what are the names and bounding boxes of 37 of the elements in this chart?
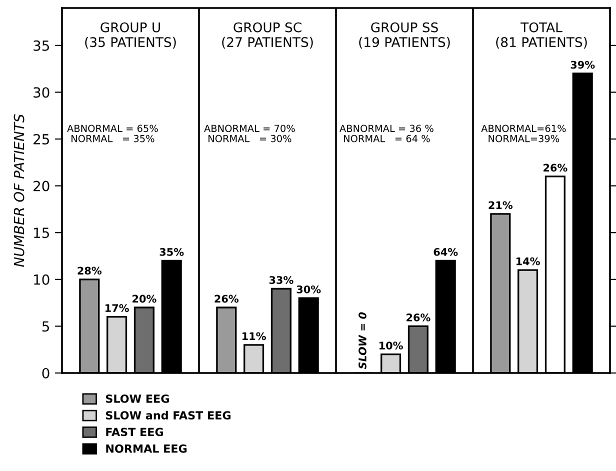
annotation: 64% xyxy=(434,248,458,256)
annotation: ABNORMAL = 36 % NORMAL = 64 % xyxy=(340,124,434,142)
y-tick-label: 20 xyxy=(34,180,50,192)
annotation: 28% xyxy=(78,266,102,275)
legend-label: SLOW EEG xyxy=(106,394,169,403)
y-axis-title: NUMBER OF PATIENTS xyxy=(14,114,24,267)
y-tick-label: 15 xyxy=(34,228,49,238)
annotation: 33% xyxy=(269,276,294,284)
annotation: 30% xyxy=(296,285,321,294)
legend-label: FAST EEG xyxy=(106,428,164,436)
annotation: 20% xyxy=(132,294,156,303)
annotation: ABNORMAL = 65% NORMAL = 35% xyxy=(67,124,158,142)
legend-label: NORMAL EEG xyxy=(106,444,187,453)
y-tick-label: 10 xyxy=(34,274,50,285)
annotation: ABNORMAL = 70% NORMAL = 30% xyxy=(204,124,295,142)
legend-label: SLOW and FAST EEG xyxy=(106,410,231,420)
x-tick-label: GROUP U (35 PATIENTS) xyxy=(85,22,176,49)
annotation: 21% xyxy=(488,201,513,210)
annotation: 11% xyxy=(242,332,266,340)
annotation: 35% xyxy=(160,248,184,256)
annotation: 26% xyxy=(214,294,239,303)
annotation: SLOW = 0 xyxy=(358,312,366,370)
y-tick-label: 0 xyxy=(42,368,50,378)
y-tick-label: 30 xyxy=(34,87,50,98)
y-tick-label: 5 xyxy=(42,321,49,332)
annotation: 39% xyxy=(570,60,595,69)
annotation: 14% xyxy=(516,257,540,266)
y-tick-label: 35 xyxy=(34,40,49,51)
annotation: ABNORMAL=61% NORMAL=39% xyxy=(481,124,566,142)
annotation: 10% xyxy=(380,342,403,350)
annotation: 26% xyxy=(406,314,430,322)
annotation: 26% xyxy=(544,164,568,172)
x-tick-label: TOTAL (81 PATIENTS) xyxy=(496,22,587,49)
x-tick-label: GROUP SS (19 PATIENTS) xyxy=(359,22,450,49)
y-tick-label: 25 xyxy=(34,134,49,144)
x-tick-label: GROUP SC (27 PATIENTS) xyxy=(222,22,313,49)
annotation: 17% xyxy=(106,304,129,312)
